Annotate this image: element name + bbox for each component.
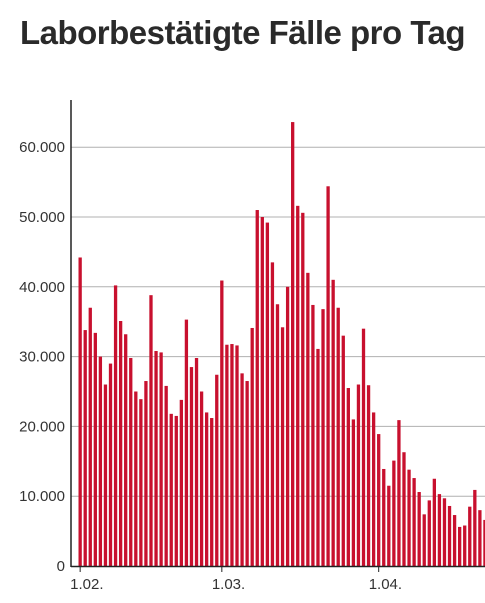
bar: [235, 345, 239, 566]
y-tick-label: 20.000: [19, 418, 65, 435]
bar: [483, 519, 485, 566]
bar: [164, 385, 168, 566]
bar: [321, 309, 325, 566]
bar: [144, 381, 148, 566]
bar: [285, 286, 290, 566]
bar: [240, 373, 244, 566]
bar: [265, 222, 270, 567]
bar: [452, 515, 457, 566]
bar: [184, 319, 189, 566]
bar: [194, 357, 199, 566]
y-tick-label: 10.000: [19, 488, 65, 505]
bar: [118, 321, 123, 566]
bar: [124, 334, 128, 566]
bar: [98, 356, 103, 566]
bar: [270, 262, 275, 566]
bar: [478, 510, 482, 566]
bar: [437, 494, 442, 566]
y-tick-labels: 0 10.000 20.000 30.000 40.000 50.000 60.000: [19, 139, 65, 575]
bar: [442, 498, 447, 566]
y-tick-label: 60.000: [19, 139, 65, 156]
bar: [255, 210, 259, 566]
bar: [83, 330, 87, 566]
bar: [149, 295, 153, 566]
bar: [93, 332, 97, 566]
bar: [139, 399, 143, 566]
bar: [361, 328, 366, 566]
bar: [260, 217, 264, 566]
bar: [169, 413, 173, 566]
y-tick-label: 30.000: [19, 349, 65, 366]
bar: [366, 385, 371, 566]
bar: [326, 186, 330, 566]
bar: [179, 399, 183, 566]
bar: [159, 352, 163, 566]
bar: [336, 307, 340, 566]
bar: [134, 391, 138, 566]
bar: [346, 388, 350, 566]
x-tick-label: 1.03.: [212, 576, 245, 593]
bar: [205, 412, 209, 566]
bar: [210, 418, 214, 566]
bar: [382, 468, 386, 566]
bar: [407, 469, 411, 566]
bar: [296, 205, 300, 566]
bar: [463, 525, 467, 566]
axes: [70, 100, 485, 572]
bar: [397, 420, 401, 566]
bar: [387, 485, 391, 566]
bar: [371, 412, 376, 566]
y-tick-label: 40.000: [19, 279, 65, 296]
bar: [427, 500, 431, 566]
bar: [311, 304, 315, 566]
bar: [468, 506, 472, 566]
chart-title: Laborbestätigte Fälle pro Tag: [19, 14, 466, 51]
bar: [275, 304, 280, 566]
bar: [78, 257, 82, 566]
bar: [245, 381, 249, 566]
bar: [422, 514, 426, 566]
bar: [412, 478, 416, 566]
bar: [215, 374, 219, 566]
bar: [377, 434, 381, 566]
bar: [174, 415, 178, 566]
bar: [473, 489, 477, 566]
bar: [306, 272, 310, 566]
bar: [331, 279, 335, 566]
bar: [225, 344, 229, 566]
bar: [108, 363, 113, 566]
bar: [356, 384, 361, 566]
bar: [392, 460, 396, 566]
x-tick-label: 1.02.: [70, 576, 103, 593]
bar: [291, 122, 295, 567]
x-tick-label: 1.04.: [369, 576, 402, 593]
bars: [78, 122, 485, 567]
bar: [129, 357, 133, 566]
bar: [113, 285, 118, 566]
bar: [230, 344, 234, 566]
bar: [220, 280, 224, 566]
bar: [199, 391, 204, 566]
bar: [432, 478, 436, 566]
bar: [447, 505, 452, 566]
bar: [417, 492, 421, 566]
bar: [351, 419, 356, 566]
bar: [88, 307, 92, 566]
bar: [280, 327, 285, 566]
bar: [189, 367, 194, 566]
bar: [341, 335, 345, 566]
y-tick-label: 0: [57, 558, 65, 575]
bar: [250, 327, 254, 566]
x-tick-labels: 1.02. 1.03. 1.04.: [70, 576, 402, 593]
bar: [458, 526, 462, 566]
bar: [154, 351, 158, 566]
y-tick-label: 50.000: [19, 209, 65, 226]
bar: [402, 452, 406, 566]
bar: [103, 384, 108, 566]
bar: [316, 348, 320, 566]
bar: [301, 212, 305, 566]
